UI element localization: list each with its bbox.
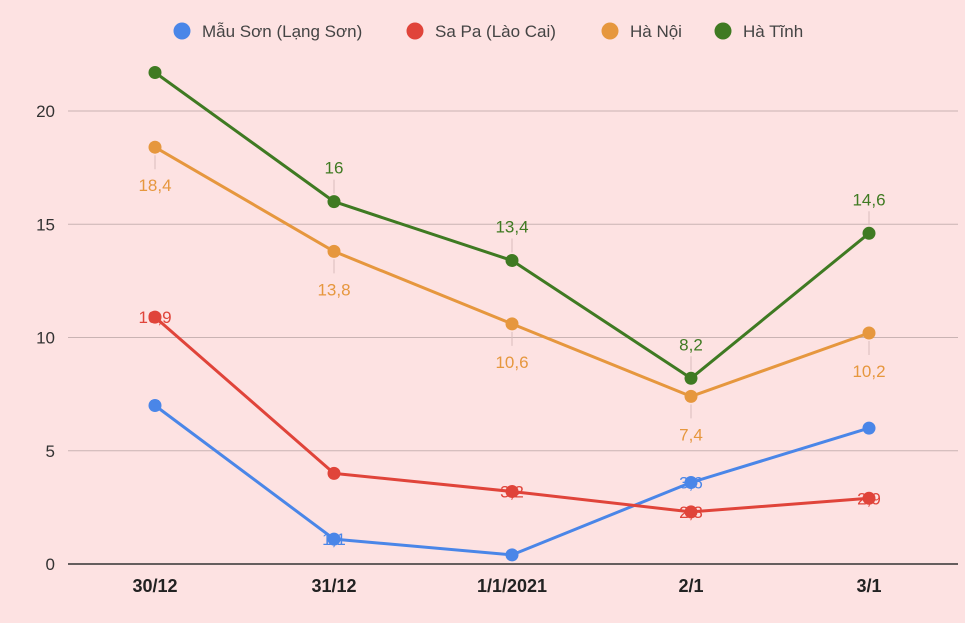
data-label: 2,9: [857, 489, 881, 508]
data-point: [148, 140, 162, 154]
data-point: [684, 505, 698, 519]
x-axis-ticks: 30/12 31/12 1/1/2021 2/1 3/1: [132, 576, 881, 596]
data-label: 8,2: [679, 335, 703, 354]
y-tick-label: 0: [46, 555, 55, 574]
x-tick-label: 3/1: [856, 576, 881, 596]
data-point: [862, 421, 876, 435]
data-point: [148, 66, 162, 79]
legend-marker: [406, 22, 424, 40]
data-point: [505, 254, 519, 267]
legend-label: Mẫu Sơn (Lạng Sơn): [202, 22, 362, 41]
data-label: 2,3: [679, 503, 703, 522]
x-tick-label: 31/12: [311, 576, 356, 596]
y-tick-label: 20: [36, 102, 55, 121]
series-group: [148, 66, 876, 562]
data-point: [505, 317, 519, 331]
data-label: 10,6: [495, 353, 528, 372]
data-label: 7,4: [679, 425, 703, 444]
data-label: 1,1: [322, 530, 346, 549]
data-label: 10,2: [852, 362, 885, 381]
legend-marker: [714, 22, 732, 40]
data-label: 6: [864, 419, 873, 438]
data-label: 4: [329, 464, 338, 483]
data-label: 13,8: [317, 280, 350, 299]
legend-marker: [173, 22, 191, 40]
legend: Mẫu Sơn (Lạng Sơn) Sa Pa (Lào Cai) Hà Nội H…: [173, 22, 803, 41]
legend-label: Hà Nội: [630, 22, 682, 41]
data-point: [505, 485, 519, 498]
y-tick-label: 10: [36, 329, 55, 348]
data-point: [684, 476, 698, 489]
x-tick-label: 1/1/2021: [477, 576, 547, 596]
data-label: 16: [325, 159, 344, 178]
legend-marker: [601, 22, 619, 40]
data-labels-group: 7 1,1 3,6 6 10,9 4 3,2 2,3 2,9 18,4 13,8 10,6 7,4 10,…: [138, 155, 886, 549]
data-point: [684, 371, 698, 385]
data-point: [327, 466, 341, 480]
y-tick-label: 15: [36, 215, 55, 234]
legend-label: Sa Pa (Lào Cai): [435, 22, 556, 41]
x-tick-label: 30/12: [132, 576, 177, 596]
data-label: 14,6: [852, 190, 885, 209]
series-line: [154, 404, 870, 557]
data-point: [684, 389, 698, 403]
data-point: [327, 244, 341, 258]
data-point: [862, 491, 876, 505]
data-label: 10,9: [138, 308, 171, 327]
data-point: [505, 548, 519, 562]
data-point: [148, 310, 162, 324]
data-point: [862, 226, 876, 240]
data-label: 18,4: [138, 176, 171, 195]
data-label: 13,4: [495, 217, 528, 236]
legend-label: Hà Tĩnh: [743, 22, 803, 41]
data-label: 3,6: [679, 473, 703, 492]
data-point: [148, 399, 162, 412]
data-label: 3,2: [500, 483, 524, 502]
x-tick-label: 2/1: [678, 576, 703, 596]
y-axis-ticks: 0 5 10 15 20: [36, 102, 55, 574]
data-point: [327, 532, 341, 546]
data-point: [327, 195, 341, 209]
y-tick-label: 5: [46, 442, 55, 461]
data-label: 7: [150, 396, 159, 415]
data-point: [862, 326, 876, 340]
